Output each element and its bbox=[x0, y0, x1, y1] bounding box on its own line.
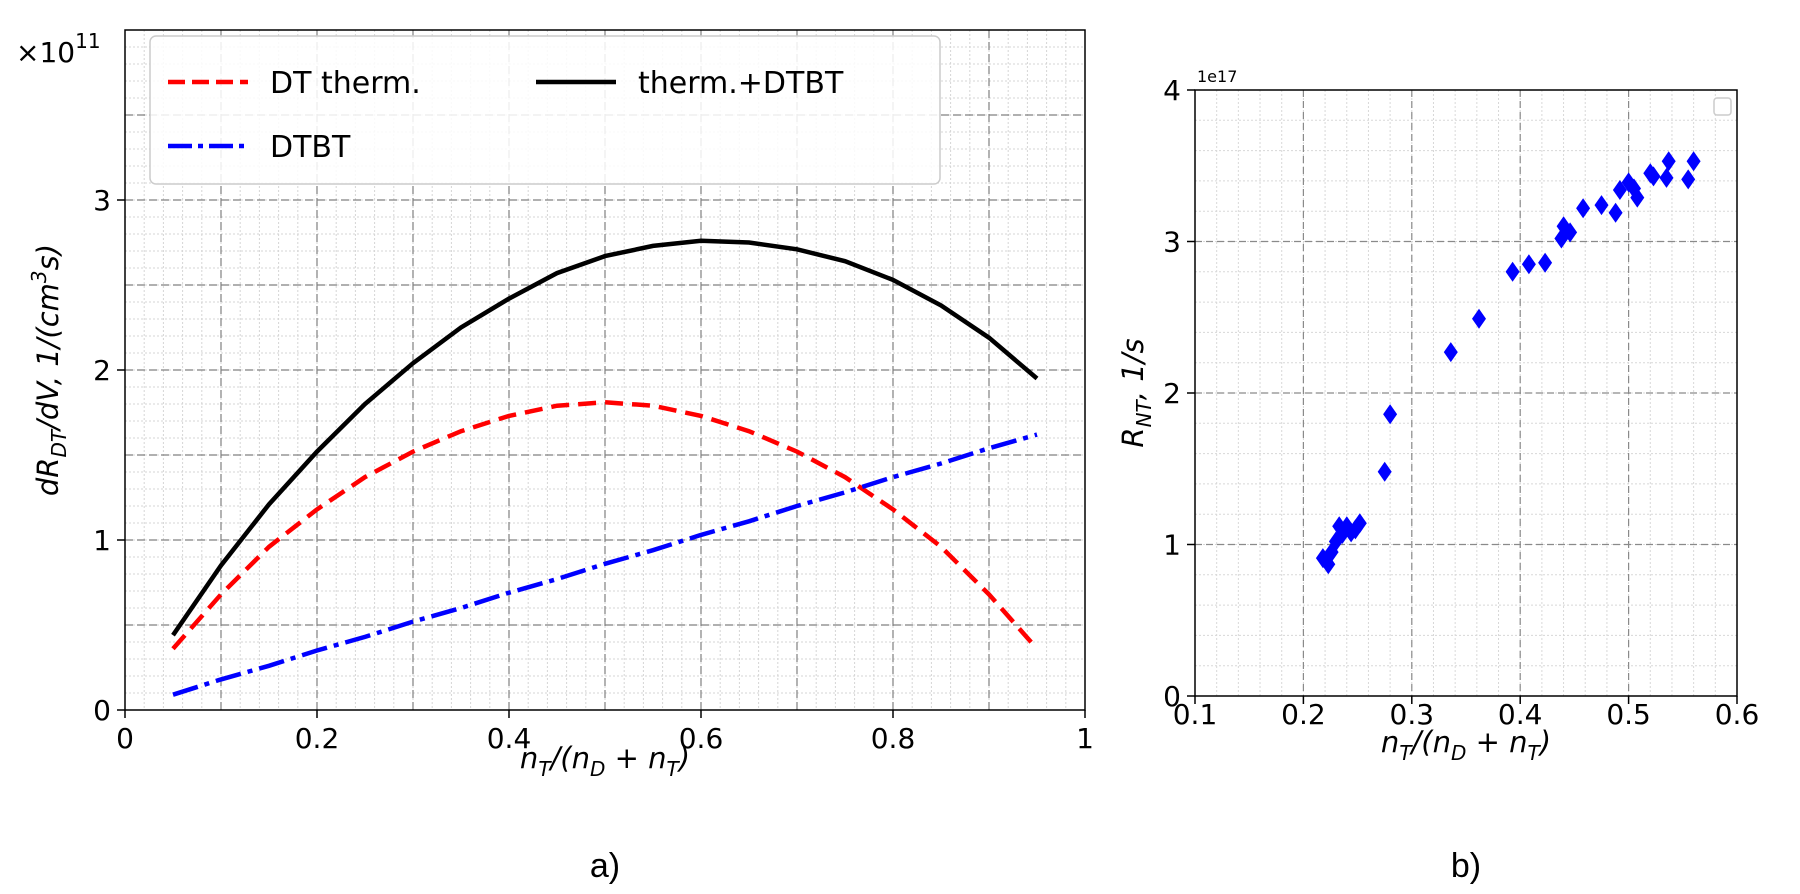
a-x-tick-label: 1 bbox=[1076, 722, 1094, 755]
b-x-tick-label: 0.2 bbox=[1281, 698, 1326, 731]
b-minor-grid bbox=[1195, 90, 1737, 696]
a-x-axis-label: nT/(nD + nT) bbox=[520, 741, 690, 781]
a-x-tick-label: 0.4 bbox=[487, 722, 532, 755]
b-scatter-point bbox=[1383, 404, 1398, 425]
b-y-tick-label: 1 bbox=[1163, 529, 1181, 562]
a-x-tick-label: 0.2 bbox=[295, 722, 340, 755]
b-scatter-point bbox=[1612, 180, 1627, 200]
b-x-tick-label: 0.4 bbox=[1498, 698, 1543, 731]
b-scatter-point bbox=[1505, 261, 1520, 282]
a-legend-label-dtbt: DTBT bbox=[270, 130, 351, 165]
b-y-multiplier: 1e17 bbox=[1197, 67, 1237, 86]
a-legend-label-therm-dtbt: therm.+DTBT bbox=[638, 66, 844, 101]
b-y-tick-label: 2 bbox=[1163, 377, 1181, 410]
b-y-tick-label: 4 bbox=[1163, 74, 1181, 107]
b-y-axis-label: RNT, 1/s bbox=[1116, 338, 1156, 447]
a-y-multiplier: ×1011 bbox=[16, 29, 101, 69]
b-scatter-point bbox=[1377, 461, 1392, 482]
b-scatter-point bbox=[1630, 187, 1645, 208]
a-x-tick-label: 0.8 bbox=[871, 722, 916, 755]
b-x-tick-label: 0.5 bbox=[1606, 698, 1651, 731]
panel-label-b: b) bbox=[1451, 847, 1481, 885]
b-scatter-points bbox=[1315, 151, 1701, 575]
b-scatter-point bbox=[1661, 151, 1676, 172]
a-y-tick-label: 1 bbox=[93, 524, 111, 557]
panel-label-a: a) bbox=[590, 847, 620, 885]
a-series-lines bbox=[171, 238, 1039, 697]
b-scatter-point bbox=[1472, 308, 1486, 329]
b-scatter-point bbox=[1563, 222, 1578, 243]
a-series-line-therm-dtbt bbox=[171, 238, 1039, 637]
b-scatter-point bbox=[1576, 198, 1591, 219]
b-scatter-point bbox=[1608, 202, 1623, 223]
b-scatter-point bbox=[1686, 151, 1701, 172]
a-y-tick-label: 3 bbox=[93, 184, 111, 217]
a-ticks: 0 0.2 0.4 0.6 0.8 1 0 1 2 3 bbox=[93, 184, 1094, 755]
a-legend-label-dt-therm: DT therm. bbox=[270, 66, 421, 101]
a-series-line-dt-therm bbox=[171, 400, 1039, 651]
a-x-tick-label: 0.6 bbox=[679, 722, 724, 755]
b-scatter-point bbox=[1646, 166, 1661, 187]
b-legend-empty-box bbox=[1713, 97, 1732, 116]
b-scatter-point bbox=[1659, 167, 1674, 188]
b-ticks: 0.1 0.2 0.3 0.4 0.5 0.6 0 1 2 3 4 bbox=[1163, 74, 1759, 731]
b-scatter-point bbox=[1352, 513, 1367, 534]
a-y-tick-label: 2 bbox=[93, 354, 111, 387]
b-scatter-point bbox=[1538, 252, 1553, 273]
a-series-line-dtbt bbox=[172, 432, 1038, 697]
a-x-tick-label: 0 bbox=[116, 722, 134, 755]
a-y-tick-label: 0 bbox=[93, 694, 111, 727]
b-scatter-point bbox=[1681, 169, 1696, 190]
a-legend-box bbox=[149, 35, 941, 185]
b-x-tick-label: 0.6 bbox=[1715, 698, 1760, 731]
b-x-tick-label: 0.1 bbox=[1173, 698, 1218, 731]
b-scatter-point bbox=[1443, 342, 1458, 363]
b-y-tick-label: 3 bbox=[1163, 226, 1181, 259]
b-scatter-point bbox=[1594, 195, 1609, 216]
b-x-tick-label: 0.3 bbox=[1390, 698, 1435, 731]
a-legend: DT therm. DTBT therm.+DTBT bbox=[149, 35, 941, 185]
b-scatter-point bbox=[1521, 254, 1536, 275]
b-y-tick-label: 0 bbox=[1163, 680, 1181, 713]
a-y-axis-label: dRDT/dV, 1/(cm3s) bbox=[27, 244, 71, 496]
b-x-axis-label: nT/(nD + nT) bbox=[1381, 725, 1551, 765]
